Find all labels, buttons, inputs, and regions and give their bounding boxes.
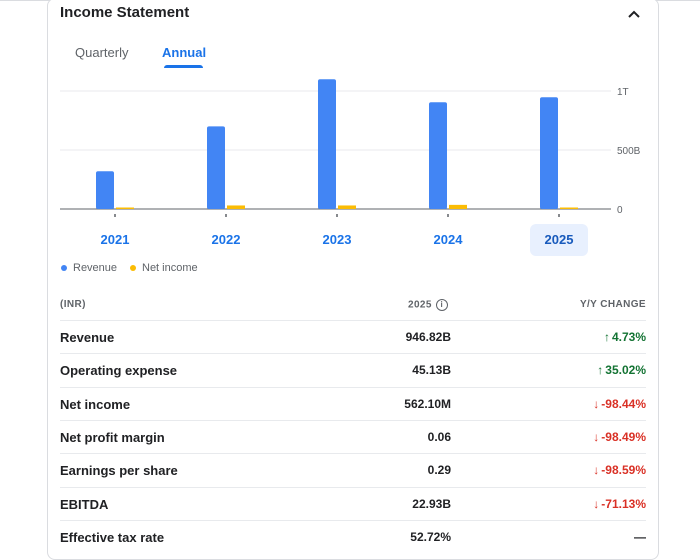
y-tick-label-0: 0 [617, 205, 623, 216]
row-change: ↓ -98.44% [593, 397, 646, 411]
arrow-down-icon: ↓ [593, 430, 600, 444]
arrow-up-icon: ↑ [603, 330, 610, 344]
year-header: 2025 i [408, 299, 448, 311]
info-icon[interactable]: i [435, 299, 448, 311]
net-income-bar-2023 [338, 205, 356, 209]
arrow-up-icon: ↑ [597, 363, 604, 377]
row-value: 52.72% [410, 530, 451, 544]
table-row: EBITDA 22.93B ↓ -71.13% [60, 487, 646, 521]
row-change-value: 4.73% [611, 330, 646, 344]
row-value: 22.93B [412, 497, 451, 511]
year-button-2025[interactable]: 2025 [530, 224, 588, 256]
row-value: 45.13B [412, 363, 451, 377]
section-title: Income Statement [60, 4, 190, 21]
revenue-bar-2025 [540, 97, 558, 209]
income-chart: 0 500B 1T [60, 79, 641, 217]
y-tick-label-1: 500B [617, 146, 641, 157]
year-button-2024[interactable]: 2024 [433, 232, 463, 247]
row-change: ↓ -98.59% [593, 463, 646, 477]
tab-quarterly[interactable]: Quarterly [75, 45, 129, 60]
row-change: ↑ 4.73% [604, 330, 646, 344]
revenue-bar-2021 [96, 171, 114, 209]
row-value: 0.06 [427, 430, 451, 444]
row-label: Operating expense [60, 363, 178, 378]
table-row: Earnings per share 0.29 ↓ -98.59% [60, 453, 646, 487]
arrow-down-icon: ↓ [593, 497, 600, 511]
row-change-value: — [634, 530, 646, 544]
collapse-button[interactable] [624, 6, 644, 22]
row-change-value: -98.44% [601, 397, 646, 411]
revenue-bar-2024 [429, 102, 447, 209]
table-row: Operating expense 45.13B ↑ 35.02% [60, 353, 646, 387]
revenue-legend-dot [61, 265, 67, 271]
year-button-2022[interactable]: 2022 [211, 232, 241, 247]
change-header: Y/Y CHANGE [579, 299, 646, 310]
arrow-down-icon: ↓ [593, 397, 600, 411]
row-label: Revenue [60, 330, 115, 345]
net-income-bar-2022 [227, 205, 245, 209]
row-label: Earnings per share [60, 463, 178, 478]
income-statement-card [47, 0, 659, 560]
legend-revenue-label: Revenue [73, 262, 118, 274]
year-button-2021[interactable]: 2021 [100, 232, 130, 247]
row-label: Net income [60, 397, 131, 412]
row-label: EBITDA [60, 497, 109, 512]
row-change: ↑ 35.02% [597, 363, 646, 377]
y-tick-label-2: 1T [617, 87, 629, 98]
row-value: 946.82B [405, 330, 451, 344]
legend-net-income-label: Net income [142, 262, 198, 274]
row-change: ↓ -71.13% [593, 497, 646, 511]
table-row: Net income 562.10M ↓ -98.44% [60, 387, 646, 421]
row-change-value: 35.02% [605, 363, 646, 377]
row-change: ↓ -98.49% [593, 430, 646, 444]
arrow-down-icon: ↓ [593, 463, 600, 477]
row-change-value: -98.59% [601, 463, 646, 477]
year-header-label: 2025 [408, 299, 432, 311]
chevron-up-icon [628, 10, 640, 18]
row-label: Net profit margin [60, 430, 165, 445]
tab-annual[interactable]: Annual [162, 45, 207, 60]
legend-net-income: Net income [130, 262, 198, 274]
table-row: Revenue 946.82B ↑ 4.73% [60, 320, 646, 354]
net-income-bar-2024 [449, 204, 467, 209]
revenue-bar-2022 [207, 126, 225, 209]
legend-revenue: Revenue [61, 262, 117, 274]
revenue-bar-2023 [318, 79, 336, 209]
table-row: Net profit margin 0.06 ↓ -98.49% [60, 420, 646, 454]
row-change-value: -71.13% [601, 497, 646, 511]
table-row: Effective tax rate 52.72% — [60, 520, 646, 554]
row-change-value: -98.49% [601, 430, 646, 444]
year-button-2023[interactable]: 2023 [322, 232, 352, 247]
net-income-bar-2021 [116, 207, 134, 209]
row-label: Effective tax rate [60, 530, 165, 545]
row-value: 562.10M [404, 397, 451, 411]
row-change: — [634, 530, 646, 544]
net-income-bar-2025 [560, 207, 578, 209]
net-income-legend-dot [130, 265, 136, 271]
currency-header: (INR) [60, 299, 86, 310]
row-value: 0.29 [427, 463, 451, 477]
active-tab-indicator [164, 65, 203, 68]
